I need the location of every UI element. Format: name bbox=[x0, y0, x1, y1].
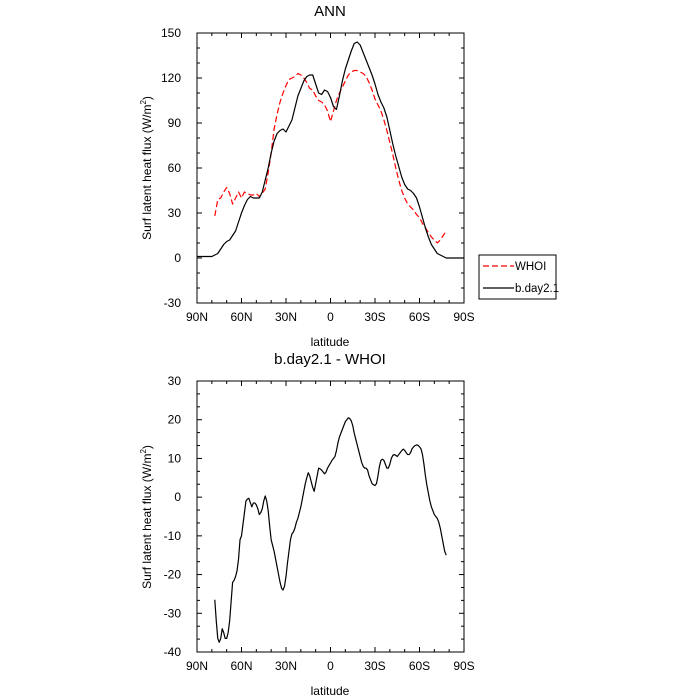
bottom-y-tick-label: 20 bbox=[168, 413, 182, 427]
bottom-plot-frame bbox=[196, 380, 465, 653]
top-y-tick-label: 0 bbox=[174, 251, 181, 265]
bottom-panel: b.day2.1 - WHOI 90N 60N 30N 0 30S 60S 90S -40 -3… bbox=[139, 351, 475, 698]
bottom-y-tick-label: -10 bbox=[164, 529, 182, 543]
legend-label-whoi: WHOI bbox=[515, 261, 546, 273]
bottom-x-tick-label: 30S bbox=[364, 659, 385, 673]
top-series-line-b-day2-1 bbox=[197, 41, 464, 259]
top-x-axis-label: latitude bbox=[311, 335, 350, 349]
top-x-tick-label: 60S bbox=[409, 310, 430, 324]
top-y-tick-label: 30 bbox=[168, 206, 182, 220]
top-x-tick-label: 90N bbox=[186, 310, 208, 324]
bottom-title: b.day2.1 - WHOI bbox=[274, 351, 386, 368]
top-x-tick-label: 60N bbox=[230, 310, 252, 324]
top-x-tick-label: 30S bbox=[364, 310, 385, 324]
bottom-x-tick-label: 0 bbox=[327, 659, 334, 673]
top-series bbox=[197, 41, 464, 259]
legend-box bbox=[478, 254, 557, 300]
top-axis-ticks: 90N 60N 30N 0 30S 60S 90S -30 0 30 60 90 120 150 bbox=[161, 26, 475, 324]
bottom-x-tick-label: 60S bbox=[409, 659, 430, 673]
top-x-tick-label: 90S bbox=[453, 310, 474, 324]
bottom-y-axis-label: Surf latent heat flux (W/m2) bbox=[139, 445, 154, 589]
legend-label-bday: b.day2.1 bbox=[515, 283, 559, 295]
bottom-series-line-difference bbox=[214, 417, 447, 643]
bottom-y-tick-label: 0 bbox=[174, 490, 181, 504]
top-x-tick-label: 30N bbox=[275, 310, 297, 324]
top-panel: ANN 90N 60N 30N 0 30S 60S 90S-300306090120150 … bbox=[139, 3, 559, 349]
top-title: ANN bbox=[314, 3, 346, 20]
top-y-tick-label: -30 bbox=[164, 296, 182, 310]
bottom-axis-ticks: 90N 60N 30N 0 30S 60S 90S -40 -30 -20 -10 0 10 20 30 bbox=[164, 374, 475, 673]
bottom-x-tick-label: 60N bbox=[230, 659, 252, 673]
bottom-y-tick-label: -40 bbox=[164, 645, 182, 659]
bottom-x-tick-label: 90N bbox=[186, 659, 208, 673]
bottom-y-tick-label: 30 bbox=[168, 374, 182, 388]
top-y-tick-label: 60 bbox=[168, 161, 182, 175]
bottom-series bbox=[214, 417, 447, 643]
bottom-x-tick-label: 90S bbox=[453, 659, 474, 673]
top-y-tick-label: 90 bbox=[168, 116, 182, 130]
bottom-x-axis-label: latitude bbox=[311, 684, 350, 698]
top-y-tick-label: 150 bbox=[161, 26, 181, 40]
top-y-tick-label: 120 bbox=[161, 71, 181, 85]
bottom-x-tick-label: 30N bbox=[275, 659, 297, 673]
top-plot-frame bbox=[196, 32, 465, 304]
bottom-y-tick-label: 10 bbox=[168, 451, 182, 465]
bottom-y-tick-label: -30 bbox=[164, 606, 182, 620]
top-series-line-whoi bbox=[214, 69, 447, 244]
legend: WHOI b.day2.1 bbox=[478, 254, 559, 300]
bottom-y-tick-label: -20 bbox=[164, 568, 182, 582]
top-x-tick-label: 0 bbox=[327, 310, 334, 324]
top-y-axis-label: Surf latent heat flux (W/m2) bbox=[139, 96, 154, 240]
